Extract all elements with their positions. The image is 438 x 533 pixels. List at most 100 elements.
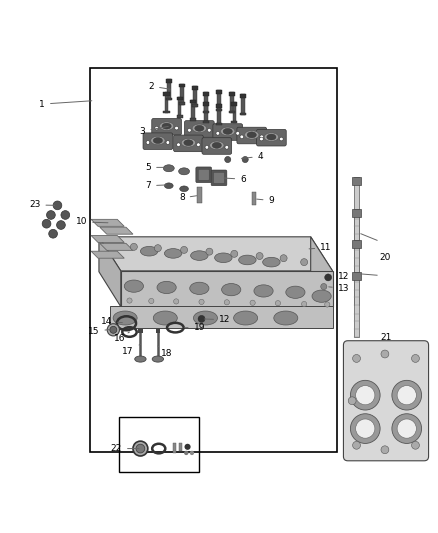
Bar [354, 240, 359, 305]
Bar [179, 84, 185, 87]
Ellipse shape [179, 168, 190, 175]
Circle shape [206, 248, 213, 255]
Ellipse shape [184, 140, 193, 146]
Ellipse shape [274, 311, 298, 325]
Circle shape [301, 302, 307, 306]
Text: 4: 4 [241, 152, 263, 161]
Ellipse shape [239, 255, 256, 265]
Circle shape [242, 157, 248, 163]
Ellipse shape [159, 122, 174, 131]
Circle shape [280, 255, 287, 262]
Ellipse shape [180, 186, 188, 192]
Bar [354, 177, 359, 242]
Circle shape [149, 298, 154, 304]
Ellipse shape [153, 138, 162, 143]
Ellipse shape [157, 281, 176, 294]
Polygon shape [99, 237, 332, 271]
Bar [217, 104, 221, 125]
Bar [165, 92, 168, 113]
Circle shape [154, 245, 161, 252]
Circle shape [300, 259, 307, 265]
Circle shape [173, 299, 179, 304]
Bar [179, 102, 185, 104]
Ellipse shape [220, 127, 235, 135]
Circle shape [231, 251, 238, 257]
Circle shape [187, 128, 191, 132]
Bar [190, 100, 196, 103]
Bar [190, 118, 196, 120]
Ellipse shape [195, 125, 204, 131]
Bar [233, 102, 236, 123]
Text: 14: 14 [101, 317, 122, 326]
Text: 15: 15 [88, 327, 109, 336]
Circle shape [412, 441, 420, 449]
Circle shape [353, 441, 360, 449]
Bar [178, 96, 181, 118]
Ellipse shape [267, 134, 276, 140]
Ellipse shape [233, 311, 258, 325]
Circle shape [184, 451, 188, 455]
Circle shape [198, 316, 205, 322]
Ellipse shape [194, 311, 218, 325]
Text: 2: 2 [148, 82, 170, 91]
Text: 12: 12 [338, 272, 349, 280]
Bar [240, 113, 246, 116]
Circle shape [133, 441, 148, 456]
Circle shape [131, 244, 138, 251]
Text: 20: 20 [380, 253, 391, 262]
Text: 6: 6 [224, 175, 246, 184]
Circle shape [166, 141, 170, 144]
Circle shape [127, 298, 132, 303]
Ellipse shape [113, 311, 137, 325]
Ellipse shape [153, 311, 177, 325]
Ellipse shape [247, 132, 256, 138]
Text: 13: 13 [329, 284, 349, 293]
Circle shape [325, 302, 330, 307]
Circle shape [260, 137, 263, 141]
Text: 5: 5 [145, 163, 166, 172]
Text: 23: 23 [29, 200, 55, 209]
Circle shape [57, 221, 65, 229]
Circle shape [353, 354, 360, 362]
FancyBboxPatch shape [237, 127, 267, 144]
Circle shape [208, 128, 211, 132]
Text: 10: 10 [76, 217, 108, 227]
Bar [217, 90, 221, 111]
Bar [177, 96, 183, 100]
FancyBboxPatch shape [173, 135, 203, 152]
Circle shape [350, 381, 380, 410]
Bar [163, 111, 170, 113]
Polygon shape [100, 244, 133, 251]
Bar [166, 79, 172, 83]
Circle shape [250, 300, 255, 305]
Bar [352, 272, 361, 280]
Ellipse shape [151, 136, 165, 145]
Ellipse shape [244, 131, 259, 139]
Circle shape [236, 132, 240, 135]
Bar [192, 86, 198, 90]
Ellipse shape [222, 284, 241, 296]
Ellipse shape [223, 128, 232, 134]
Polygon shape [99, 237, 121, 306]
Bar [110, 306, 332, 328]
Text: 3: 3 [140, 126, 168, 136]
Ellipse shape [215, 253, 232, 263]
FancyBboxPatch shape [196, 167, 212, 183]
Text: 16: 16 [114, 332, 130, 343]
Text: 12: 12 [204, 315, 230, 324]
Bar [166, 98, 172, 100]
Polygon shape [91, 220, 124, 227]
Circle shape [348, 397, 356, 405]
Ellipse shape [135, 356, 146, 362]
Circle shape [397, 419, 417, 438]
Ellipse shape [254, 285, 273, 297]
Ellipse shape [263, 257, 280, 267]
Bar [177, 115, 183, 118]
Bar [180, 84, 184, 104]
Bar [173, 443, 176, 454]
Bar [203, 102, 209, 106]
Ellipse shape [162, 123, 171, 129]
Ellipse shape [181, 139, 196, 147]
Bar [203, 92, 209, 96]
Circle shape [184, 444, 191, 450]
